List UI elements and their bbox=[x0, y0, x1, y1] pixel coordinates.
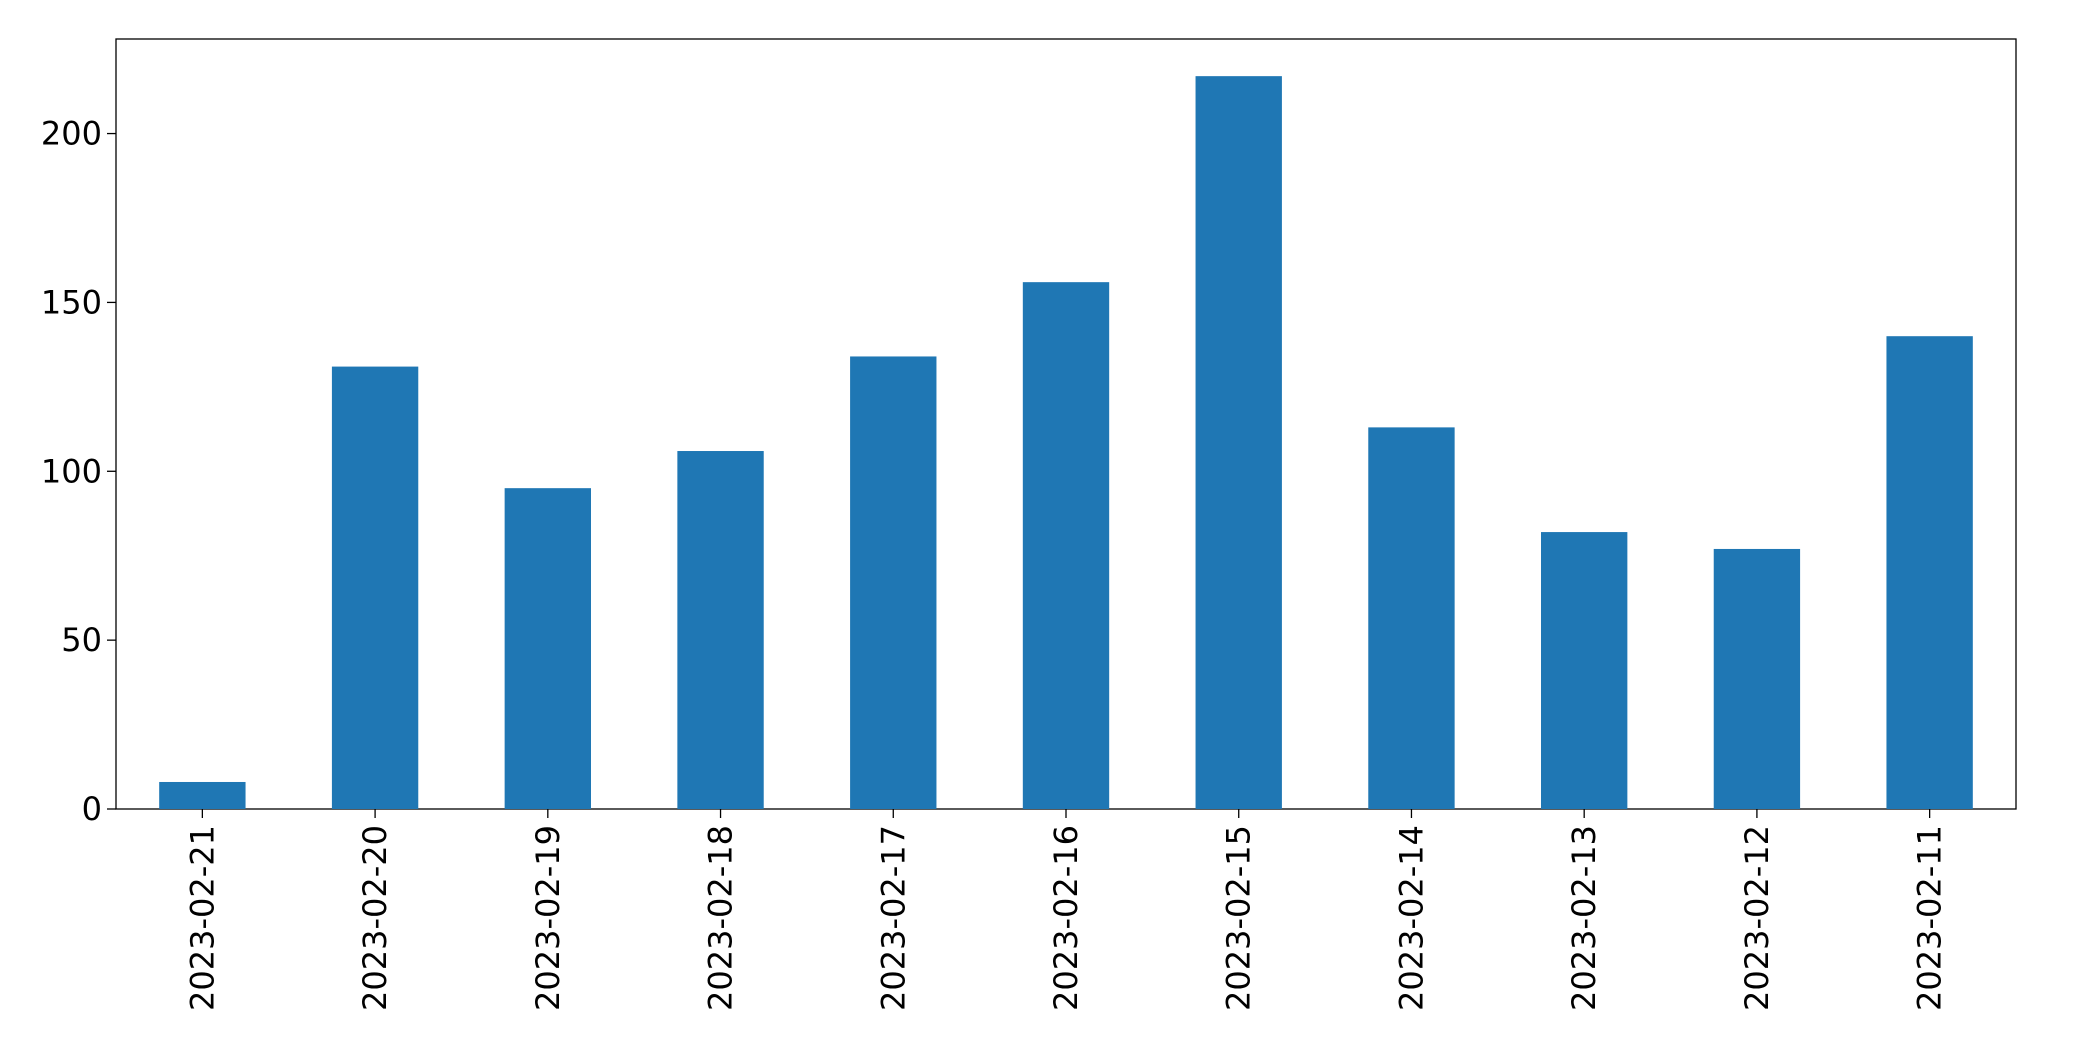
bar bbox=[677, 451, 764, 809]
bar bbox=[1368, 427, 1455, 809]
x-tick-label: 2023-02-16 bbox=[1047, 825, 1085, 1011]
x-tick-label: 2023-02-14 bbox=[1392, 825, 1430, 1011]
bar bbox=[850, 356, 937, 809]
x-tick-label: 2023-02-13 bbox=[1565, 825, 1603, 1011]
bar bbox=[159, 781, 246, 809]
y-tick-label: 0 bbox=[82, 790, 102, 828]
x-tick-label: 2023-02-12 bbox=[1738, 825, 1776, 1011]
bar bbox=[1195, 76, 1282, 810]
x-tick-label: 2023-02-11 bbox=[1911, 825, 1949, 1011]
y-tick-label: 50 bbox=[61, 621, 102, 659]
x-tick-label: 2023-02-17 bbox=[874, 825, 912, 1011]
bar bbox=[1886, 336, 1973, 809]
x-tick-label: 2023-02-18 bbox=[702, 825, 740, 1011]
bar bbox=[331, 366, 419, 809]
x-tick-label: 2023-02-19 bbox=[529, 825, 567, 1011]
bar bbox=[1022, 282, 1110, 809]
bar bbox=[1713, 548, 1801, 809]
y-tick-label: 200 bbox=[41, 115, 102, 153]
x-tick-label: 2023-02-21 bbox=[183, 825, 221, 1011]
y-tick-label: 100 bbox=[41, 452, 102, 490]
x-tick-label: 2023-02-15 bbox=[1220, 825, 1258, 1011]
y-tick-label: 150 bbox=[41, 283, 102, 321]
bar bbox=[1541, 532, 1628, 809]
bar bbox=[504, 488, 591, 809]
x-tick-label: 2023-02-20 bbox=[356, 825, 394, 1011]
